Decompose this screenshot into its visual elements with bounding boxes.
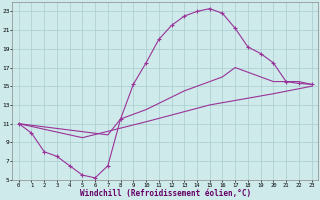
X-axis label: Windchill (Refroidissement éolien,°C): Windchill (Refroidissement éolien,°C)	[80, 189, 251, 198]
